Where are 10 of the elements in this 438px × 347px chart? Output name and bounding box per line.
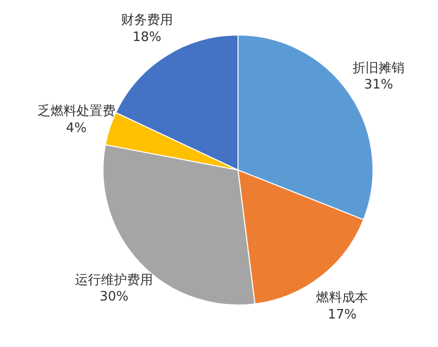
data-label: 18% bbox=[132, 30, 162, 45]
slice-label: 燃料成本 bbox=[316, 290, 368, 306]
data-label: 17% bbox=[328, 308, 357, 323]
data-label: 30% bbox=[100, 290, 129, 305]
slice-label: 运行维护费用 bbox=[75, 272, 154, 288]
slice-label: 折旧摊销 bbox=[352, 60, 405, 76]
data-label: 4% bbox=[66, 120, 87, 136]
slice-label: 乏燃料处置费 bbox=[37, 104, 116, 119]
data-label: 31% bbox=[364, 78, 394, 93]
slice-label: 财务费用 bbox=[120, 12, 173, 28]
